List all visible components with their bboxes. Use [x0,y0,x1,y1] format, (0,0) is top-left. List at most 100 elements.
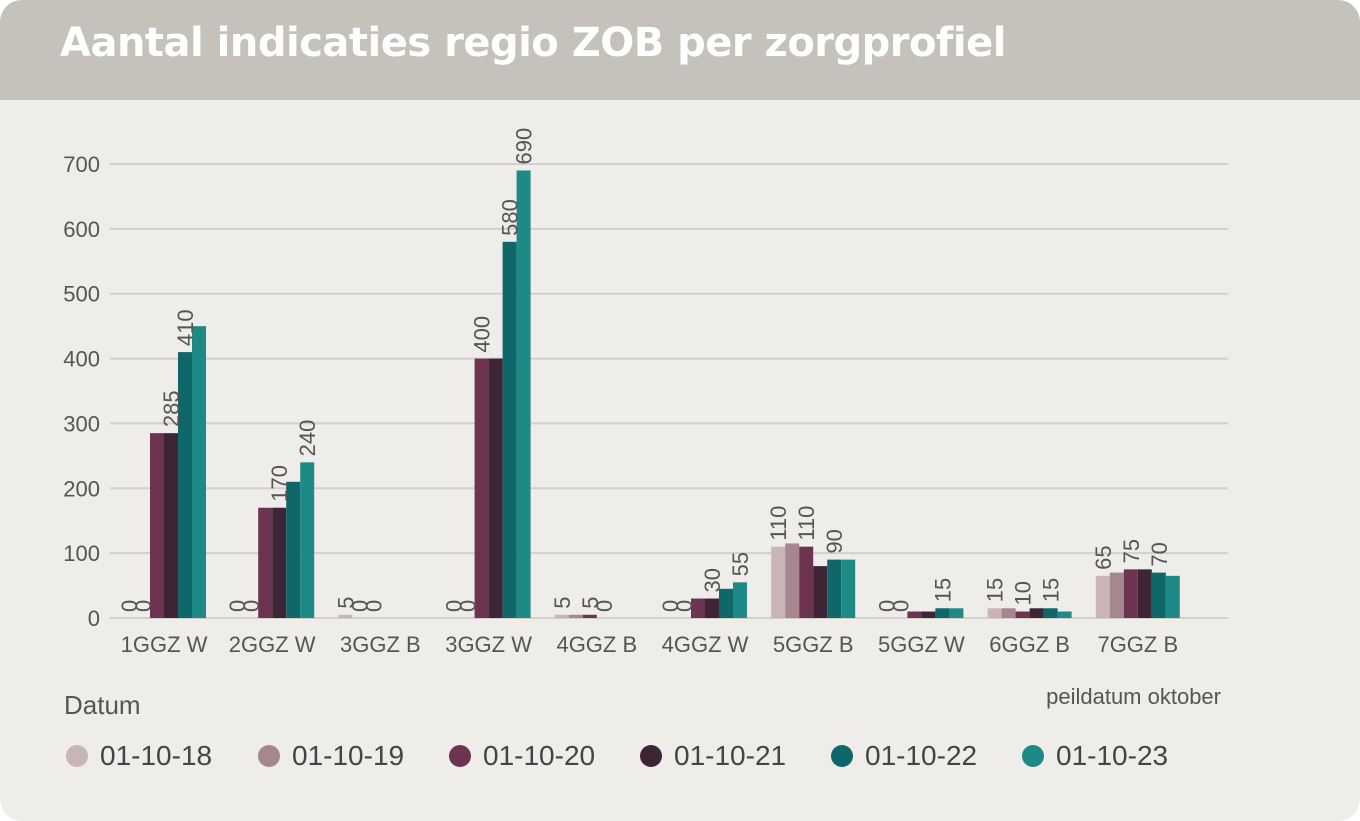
data-label: 0 [131,600,156,612]
chart-header: Aantal indicaties regio ZOB per zorgprof… [0,0,1360,100]
legend-label: 01-10-20 [483,740,596,771]
bar [841,559,856,618]
bar [1095,575,1110,618]
y-tick-label: 300 [63,411,100,436]
bar [949,608,964,618]
y-tick-label: 0 [88,606,100,631]
y-tick-label: 600 [63,217,100,242]
x-tick-label: 1GGZ W [121,632,208,657]
bar [1015,611,1030,618]
x-tick-label: 3GGZ B [340,632,421,657]
bar [1057,611,1072,618]
data-label: 65 [1091,545,1116,569]
data-label: 0 [442,600,467,612]
data-label: 0 [592,600,617,612]
bar [1109,572,1124,618]
bar [300,462,315,618]
x-tick-label: 5GGZ B [773,632,854,657]
y-tick-label: 700 [63,152,100,177]
x-tick-label: 4GGZ B [556,632,637,657]
bar [733,582,747,618]
data-label: 400 [470,316,495,353]
peildatum-note: peildatum oktober [1046,684,1221,709]
data-label: 170 [267,465,292,502]
data-label: 5 [550,597,575,609]
data-label: 5 [578,597,603,609]
bar [150,433,164,618]
data-label: 690 [512,128,537,165]
legend-title: Datum [64,690,141,720]
x-tick-label: 4GGZ W [662,632,749,657]
bar [258,507,273,618]
data-label: 5 [333,597,358,609]
bar [799,546,814,618]
y-tick-label: 500 [63,282,100,307]
x-tick-label: 2GGZ W [229,632,316,657]
bar [691,598,705,618]
bar [1043,608,1058,618]
bar [192,326,206,618]
legend-swatch [258,745,280,767]
data-label: 110 [766,506,791,541]
data-label: 0 [672,600,697,612]
data-label: 410 [173,309,198,346]
legend-swatch [640,745,662,767]
data-label: 0 [117,600,142,612]
bar [1137,569,1152,618]
bar [907,611,922,618]
bar [474,358,489,618]
data-label: 10 [1011,581,1036,605]
x-tick-label: 5GGZ W [878,632,965,657]
x-tick-label: 6GGZ B [989,632,1070,657]
data-label: 0 [225,600,250,612]
data-label: 70 [1147,542,1172,566]
data-label: 30 [700,568,725,592]
legend-label: 01-10-18 [100,740,213,771]
bar [338,614,353,618]
data-label: 75 [1119,539,1144,563]
bar [987,608,1002,618]
chart-title: Aantal indicaties regio ZOB per zorgprof… [60,20,1006,66]
bar [1165,575,1180,618]
bar [921,611,936,618]
legend-swatch [449,745,471,767]
legend-label: 01-10-22 [865,740,978,771]
data-label: 0 [347,600,372,612]
data-label: 0 [239,600,264,612]
bar [286,481,301,618]
bar [705,598,719,618]
bar [719,588,733,618]
data-label: 15 [930,578,955,602]
legend-label: 01-10-19 [292,740,405,771]
x-tick-label: 3GGZ W [445,632,532,657]
legend-swatch [831,745,853,767]
bar [1029,608,1044,618]
data-label: 580 [498,199,523,236]
y-tick-label: 200 [63,476,100,501]
bar [568,614,583,618]
bar [813,566,828,618]
data-label: 0 [658,600,683,612]
bar [827,559,842,618]
data-label: 0 [456,600,481,612]
legend-swatch [1022,745,1044,767]
data-label: 15 [983,578,1008,602]
data-label: 285 [159,390,184,427]
bar [272,507,287,618]
legend-label: 01-10-21 [674,740,787,771]
data-label: 15 [1039,578,1064,602]
data-label: 110 [794,506,819,541]
bar [516,170,531,618]
data-label: 90 [822,529,847,553]
legend-swatch [66,745,88,767]
bar [554,614,569,618]
data-label: 240 [295,420,320,457]
bar [502,241,517,619]
data-label: 0 [888,600,913,612]
y-tick-label: 100 [63,541,100,566]
bar [771,546,786,618]
x-tick-label: 7GGZ B [1097,632,1178,657]
bar [1151,572,1166,618]
